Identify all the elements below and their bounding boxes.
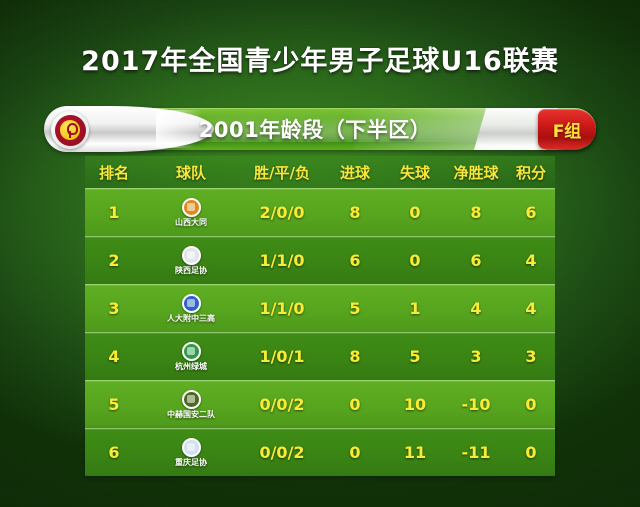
cell-points: 4 — [525, 299, 537, 318]
table-row[interactable]: 5 中赫国安二队 0/0/2 0 10 -10 0 — [85, 380, 555, 428]
cell-wdl: 1/1/0 — [259, 251, 305, 270]
cell-goals-for: 8 — [349, 203, 361, 222]
cell-rank: 1 — [108, 203, 120, 222]
cell-goal-diff: -11 — [461, 443, 491, 462]
cell-goals-for: 5 — [349, 299, 361, 318]
team-name: 杭州绿城 — [175, 361, 207, 371]
emblem-core — [60, 120, 80, 140]
table-header-row: 排名 球队 胜/平/负 进球 失球 净胜球 积分 — [85, 156, 555, 188]
banner-subtitle: 2001年龄段（下半区） — [198, 118, 432, 142]
team-crest-icon — [181, 437, 201, 457]
team-crest-icon — [181, 341, 201, 361]
team-name: 重庆足协 — [175, 457, 207, 467]
standings-table: 排名 球队 胜/平/负 进球 失球 净胜球 积分 1 山西大同 2/0/0 8 0 8 6 2… — [85, 156, 555, 476]
table-row[interactable]: 1 山西大同 2/0/0 8 0 8 6 — [85, 188, 555, 236]
column-header-goals-against: 失球 — [399, 163, 430, 182]
column-header-goals-for: 进球 — [339, 163, 370, 182]
column-header-team: 球队 — [175, 163, 206, 182]
cell-goals-against: 11 — [403, 443, 427, 462]
cell-goals-for: 0 — [349, 395, 361, 414]
cell-wdl: 1/0/1 — [259, 347, 305, 366]
cell-rank: 4 — [108, 347, 120, 366]
cell-rank: 2 — [108, 251, 120, 270]
page-title: 2017年全国青少年男子足球U16联赛 — [81, 46, 559, 77]
subtitle-banner: 2001年龄段（下半区） F组 — [44, 106, 596, 152]
cell-rank: 5 — [108, 395, 120, 414]
cell-team[interactable]: 山西大同 — [143, 197, 239, 228]
table-row[interactable]: 2 陕西足协 1/1/0 6 0 6 4 — [85, 236, 555, 284]
table-body: 1 山西大同 2/0/0 8 0 8 6 2 陕西足协 1/1/0 6 0 6 4 3 人大附中三高 1/1/0… — [85, 188, 555, 476]
cell-team[interactable]: 重庆足协 — [143, 437, 239, 468]
cell-team[interactable]: 中赫国安二队 — [143, 389, 239, 420]
group-badge: F组 — [538, 109, 596, 149]
column-header-rank: 排名 — [98, 163, 129, 182]
cell-goals-for: 8 — [349, 347, 361, 366]
column-header-goal-diff: 净胜球 — [453, 163, 499, 182]
cell-wdl: 0/0/2 — [259, 443, 305, 462]
cell-wdl: 0/0/2 — [259, 395, 305, 414]
cell-goals-against: 1 — [409, 299, 421, 318]
cell-points: 6 — [525, 203, 537, 222]
cell-team[interactable]: 人大附中三高 — [143, 293, 239, 324]
team-name: 人大附中三高 — [167, 313, 215, 323]
table-row[interactable]: 3 人大附中三高 1/1/0 5 1 4 4 — [85, 284, 555, 332]
cell-goal-diff: 4 — [470, 299, 482, 318]
cell-goals-against: 5 — [409, 347, 421, 366]
column-header-wdl: 胜/平/负 — [254, 163, 310, 182]
cell-goals-for: 6 — [349, 251, 361, 270]
table-row[interactable]: 4 杭州绿城 1/0/1 8 5 3 3 — [85, 332, 555, 380]
team-crest-icon — [181, 293, 201, 313]
cell-points: 3 — [525, 347, 537, 366]
team-crest-icon — [181, 245, 201, 265]
cell-goals-against: 0 — [409, 203, 421, 222]
cell-goal-diff: -10 — [461, 395, 491, 414]
table-row[interactable]: 6 重庆足协 0/0/2 0 11 -11 0 — [85, 428, 555, 476]
cell-goal-diff: 6 — [470, 251, 482, 270]
team-name: 陕西足协 — [175, 265, 207, 275]
team-name: 山西大同 — [175, 217, 207, 227]
cell-rank: 3 — [108, 299, 120, 318]
cell-points: 4 — [525, 251, 537, 270]
team-crest-icon — [181, 389, 201, 409]
tournament-emblem-icon — [51, 111, 89, 149]
emblem-ring — [54, 114, 86, 146]
cell-wdl: 1/1/0 — [259, 299, 305, 318]
team-crest-icon — [181, 197, 201, 217]
cell-points: 0 — [525, 443, 537, 462]
cell-goals-against: 0 — [409, 251, 421, 270]
cell-wdl: 2/0/0 — [259, 203, 305, 222]
cell-team[interactable]: 陕西足协 — [143, 245, 239, 276]
cell-goal-diff: 3 — [470, 347, 482, 366]
cell-rank: 6 — [108, 443, 120, 462]
cell-goals-for: 0 — [349, 443, 361, 462]
cell-goal-diff: 8 — [470, 203, 482, 222]
team-name: 中赫国安二队 — [167, 409, 215, 419]
column-header-points: 积分 — [515, 163, 546, 182]
cell-points: 0 — [525, 395, 537, 414]
cell-goals-against: 10 — [403, 395, 427, 414]
cell-team[interactable]: 杭州绿城 — [143, 341, 239, 372]
